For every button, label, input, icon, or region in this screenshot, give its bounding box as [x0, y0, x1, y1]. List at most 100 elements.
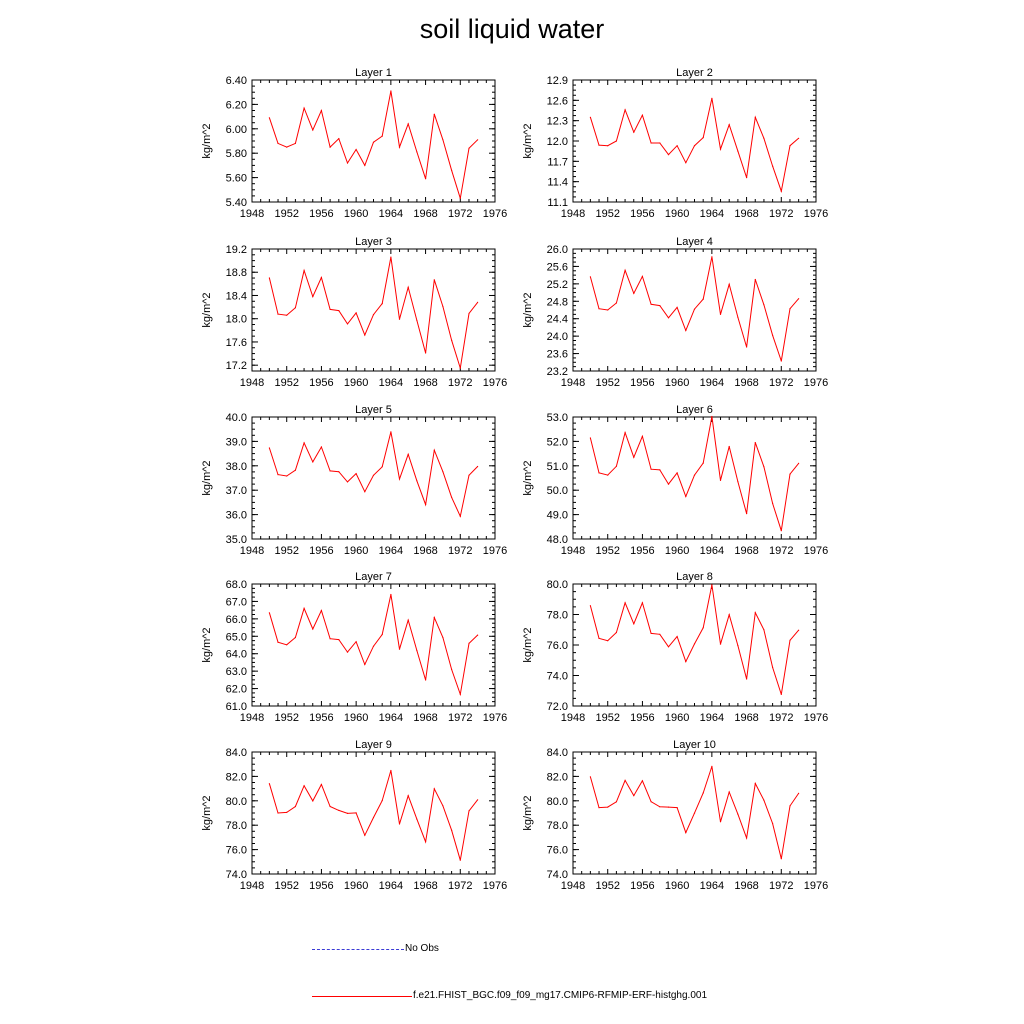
data-point: [312, 628, 314, 630]
x-tick-label: 1956: [309, 208, 333, 220]
x-tick-label: 1972: [448, 377, 472, 389]
x-tick-label: 1972: [448, 545, 472, 557]
series-line: [589, 416, 799, 531]
data-point: [607, 640, 609, 642]
y-tick-label: 6.00: [226, 124, 247, 136]
x-tick-label: 1952: [595, 880, 619, 892]
data-point: [780, 530, 782, 532]
data-point: [633, 292, 635, 294]
chart-panel-9: Layer 9 kg/m^2 1948 1952 1956 1960 1964 1968 197…: [201, 739, 507, 892]
data-point: [650, 632, 652, 635]
data-point: [589, 276, 592, 278]
data-point: [685, 495, 687, 498]
y-axis-label: kg/m^2: [201, 627, 213, 662]
data-point: [798, 462, 800, 464]
data-point: [338, 809, 340, 812]
data-point: [789, 308, 791, 310]
data-point: [372, 816, 375, 819]
x-tick-label: 1956: [630, 208, 654, 220]
x-tick-label: 1952: [274, 880, 298, 892]
y-axis-label: kg/m^2: [201, 292, 213, 327]
data-point: [641, 114, 644, 116]
data-point: [615, 140, 618, 142]
plot-frame: [251, 248, 496, 372]
data-point: [772, 165, 774, 167]
panel-title: Layer 6: [676, 404, 713, 416]
data-point: [711, 256, 713, 258]
data-point: [268, 447, 270, 449]
y-tick-label: 50.0: [547, 485, 568, 497]
data-point: [286, 314, 288, 316]
data-point: [355, 641, 357, 643]
y-tick-label: 39.0: [226, 436, 247, 448]
data-point: [659, 469, 661, 471]
chart-panel-3: Layer 3 kg/m^2 1948 1952 1956 1960 1964 1968 197…: [201, 236, 507, 389]
data-point: [702, 792, 704, 794]
chart-panel-7: Layer 7 kg/m^2 1948 1952 1956 1960 1964 1968 197…: [201, 571, 507, 724]
data-point: [711, 584, 713, 586]
data-point: [615, 465, 618, 467]
y-tick-label: 26.0: [547, 244, 568, 256]
data-point: [477, 301, 479, 303]
data-point: [589, 776, 592, 778]
data-point: [780, 693, 782, 696]
chart-panel-5: Layer 5 kg/m^2 1948 1952 1956 1960 1964 1968 197…: [201, 404, 507, 557]
x-tick-label: 1976: [804, 377, 828, 389]
panel-title: Layer 4: [676, 236, 713, 248]
y-axis-label: kg/m^2: [201, 460, 213, 495]
data-point: [425, 679, 427, 681]
data-point: [364, 334, 366, 336]
y-tick-label: 36.0: [226, 510, 247, 522]
x-tick-label: 1948: [561, 545, 585, 557]
y-tick-label: 65.0: [226, 631, 247, 643]
data-point: [798, 298, 800, 300]
y-tick-label: 51.0: [547, 461, 568, 473]
data-point: [468, 147, 470, 149]
data-point: [433, 788, 435, 790]
x-tick-label: 1976: [483, 377, 507, 389]
data-point: [355, 312, 357, 314]
data-point: [624, 269, 626, 271]
data-point: [390, 431, 392, 433]
y-tick-label: 82.0: [547, 771, 568, 783]
data-point: [693, 474, 696, 476]
x-tick-label: 1968: [734, 377, 758, 389]
x-tick-label: 1968: [734, 880, 758, 892]
data-point: [589, 116, 592, 118]
data-point: [320, 276, 322, 279]
y-tick-label: 18.4: [226, 290, 247, 302]
y-tick-label: 76.0: [547, 640, 568, 652]
data-point: [693, 308, 696, 310]
data-point: [737, 645, 739, 647]
data-point: [329, 470, 331, 472]
data-point: [416, 818, 418, 820]
data-point: [685, 832, 687, 834]
x-tick-label: 1960: [665, 545, 689, 557]
panel-title: Layer 8: [676, 571, 713, 583]
x-tick-label: 1968: [734, 545, 758, 557]
y-tick-label: 72.0: [547, 701, 568, 713]
chart-panel-6: Layer 6 kg/m^2 1948 1952 1956 1960 1964 1968 197…: [522, 404, 828, 557]
x-tick-label: 1952: [274, 712, 298, 724]
data-point: [746, 346, 748, 348]
plot-frame: [251, 79, 496, 203]
legend-model-label: f.e21.FHIST_BGC.f09_f09_mg17.CMIP6-RFMIP…: [413, 990, 708, 1001]
data-point: [346, 812, 349, 815]
x-tick-label: 1956: [309, 880, 333, 892]
data-point: [468, 810, 470, 812]
data-point: [451, 829, 453, 831]
y-tick-label: 11.4: [547, 177, 568, 189]
data-point: [624, 779, 626, 782]
data-point: [676, 807, 678, 809]
y-tick-label: 67.0: [226, 596, 247, 608]
data-point: [641, 435, 644, 437]
data-point: [398, 823, 401, 825]
x-tick-label: 1960: [665, 208, 689, 220]
data-point: [398, 318, 401, 320]
data-point: [607, 474, 609, 476]
data-point: [641, 780, 644, 782]
y-tick-label: 24.4: [547, 314, 568, 326]
data-point: [451, 339, 453, 341]
data-point: [780, 360, 782, 362]
x-tick-label: 1976: [804, 712, 828, 724]
